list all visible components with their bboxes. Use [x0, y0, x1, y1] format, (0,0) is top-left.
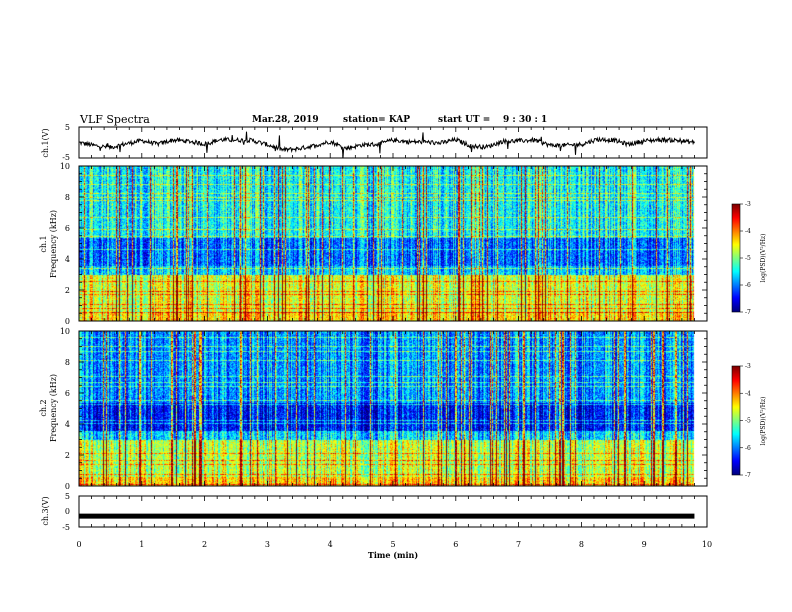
spectrogram-ytick-label: 6	[65, 389, 70, 398]
header-date: Mar.28, 2019	[252, 115, 319, 125]
colorbar-tick-label: -7	[745, 309, 751, 316]
ch1-spectrogram-ylabel: ch.1	[39, 235, 48, 252]
colorbar-tick-label: -4	[745, 228, 751, 235]
time-ticklabel: 7	[516, 540, 521, 549]
time-ticklabel: 9	[642, 540, 647, 549]
ch1-colorbar: -3 -4 -5 -6 -7 log(PSD)(V²/Hz)	[731, 201, 767, 316]
time-ticklabel: 8	[579, 540, 584, 549]
ch2-colorbar-ticks: -3 -4 -5 -6 -7	[740, 363, 751, 479]
time-ticklabel: 2	[202, 540, 207, 549]
colorbar-tick-label: -4	[745, 390, 751, 397]
time-ticklabel: 10	[702, 540, 712, 549]
time-ticklabel: 1	[139, 540, 144, 549]
ch3-ytick-bottom: -5	[62, 523, 70, 532]
colorbar-tick-label: -3	[745, 201, 751, 208]
ch2-spectrogram-panel: 0 2 4 6 8 10 ch.2 Frequency (kHz)	[39, 327, 708, 491]
ch3-ytick-mid: 0	[65, 507, 70, 516]
ch1-spectrogram-yticks: 0 2 4 6 8 10	[60, 162, 707, 326]
ch2-spectrogram-xticks	[78, 331, 708, 486]
spectrogram-ytick-label: 10	[60, 162, 70, 171]
ch3-waveform-frame	[78, 495, 708, 528]
spectrogram-ytick-label: 4	[65, 255, 70, 264]
header-start-label: start UT =	[438, 115, 490, 125]
ch1-spectrogram-panel: 0 2 4 6 8 10 ch.1 Frequency (kHz)	[39, 162, 708, 326]
time-axis-ticklabels: 0 1 2 3 4 5 6 7 8 9 10	[76, 540, 712, 549]
spectrogram-ytick-label: 6	[65, 224, 70, 233]
ch1-ytick-top: 5	[65, 123, 70, 132]
time-ticklabel: 6	[453, 540, 458, 549]
spectrogram-ytick-label: 10	[60, 327, 70, 336]
time-ticklabel: 0	[76, 540, 81, 549]
spectrogram-ytick-label: 2	[65, 286, 70, 295]
time-ticklabel: 4	[328, 540, 333, 549]
ch3-ytick-top: 5	[65, 492, 70, 501]
colorbar-tick-label: -3	[745, 363, 751, 370]
ch1-ytick-bottom: -5	[62, 153, 70, 162]
ch1-colorbar-gradient	[732, 204, 740, 312]
ch1-waveform-panel: 5 -5 ch.1(V)	[41, 123, 708, 162]
ch1-spectrogram-xticks	[78, 166, 708, 321]
ch1-colorbar-label: log(PSD)(V²/Hz)	[760, 234, 767, 283]
ch1-spectrogram-image	[79, 166, 707, 321]
spectrogram-ytick-label: 4	[65, 420, 70, 429]
ch1-xticks	[78, 127, 708, 158]
ch2-colorbar-gradient	[732, 366, 740, 475]
ch2-spectrogram-yticks: 0 2 4 6 8 10	[60, 327, 707, 491]
ch3-waveform-panel: 5 0 -5 ch.3(V) 0 1 2 3 4 5 6 7 8 9 10 Time (min)	[41, 492, 712, 560]
colorbar-tick-label: -6	[745, 282, 751, 289]
ch3-xticks	[78, 496, 708, 527]
spectrogram-ytick-label: 8	[65, 358, 70, 367]
ch2-colorbar-label: log(PSD)(V²/Hz)	[760, 397, 767, 446]
header-start-time: 9 : 30 : 1	[503, 115, 547, 125]
ch2-colorbar: -3 -4 -5 -6 -7 log(PSD)(V²/Hz)	[731, 363, 767, 479]
colorbar-tick-label: -6	[745, 445, 751, 452]
spectrogram-ytick-label: 0	[65, 482, 70, 491]
ch1-waveform-ylabel: ch.1(V)	[41, 128, 50, 157]
ch1-frequency-label: Frequency (kHz)	[49, 210, 58, 278]
time-axis-label: Time (min)	[368, 550, 418, 560]
spectrogram-ytick-label: 8	[65, 193, 70, 202]
spectrogram-ytick-label: 0	[65, 317, 70, 326]
ch1-waveform-line	[78, 131, 695, 159]
time-ticklabel: 5	[390, 540, 395, 549]
header-station: station= KAP	[343, 115, 410, 125]
ch2-spectrogram-image	[79, 331, 707, 486]
ch1-colorbar-ticks: -3 -4 -5 -6 -7	[740, 201, 751, 316]
colorbar-tick-label: -7	[745, 472, 751, 479]
ch2-spectrogram-ylabel: ch.2	[39, 399, 48, 416]
ch3-waveform-ylabel: ch.3(V)	[41, 496, 50, 525]
spectrogram-ytick-label: 2	[65, 451, 70, 460]
time-ticklabel: 3	[265, 540, 270, 549]
colorbar-tick-label: -5	[745, 418, 751, 425]
colorbar-tick-label: -5	[745, 255, 751, 262]
ch2-frequency-label: Frequency (kHz)	[49, 374, 58, 442]
figure-title: VLF Spectra	[79, 113, 150, 126]
